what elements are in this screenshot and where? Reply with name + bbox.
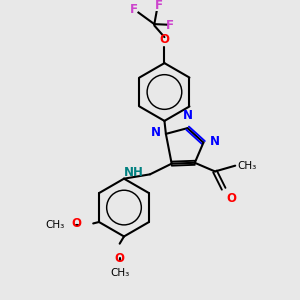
Text: O: O <box>115 252 125 265</box>
Text: N: N <box>210 135 220 148</box>
Text: NH: NH <box>124 167 144 179</box>
Text: N: N <box>183 109 193 122</box>
Text: CH₃: CH₃ <box>110 268 129 278</box>
Text: O: O <box>159 33 170 46</box>
Text: O: O <box>226 192 237 205</box>
Text: CH₃: CH₃ <box>45 220 64 230</box>
Text: F: F <box>130 3 138 16</box>
Text: O: O <box>72 217 82 230</box>
Text: F: F <box>166 19 174 32</box>
Text: F: F <box>155 0 163 12</box>
Text: N: N <box>151 126 161 139</box>
Text: CH₃: CH₃ <box>238 161 257 171</box>
